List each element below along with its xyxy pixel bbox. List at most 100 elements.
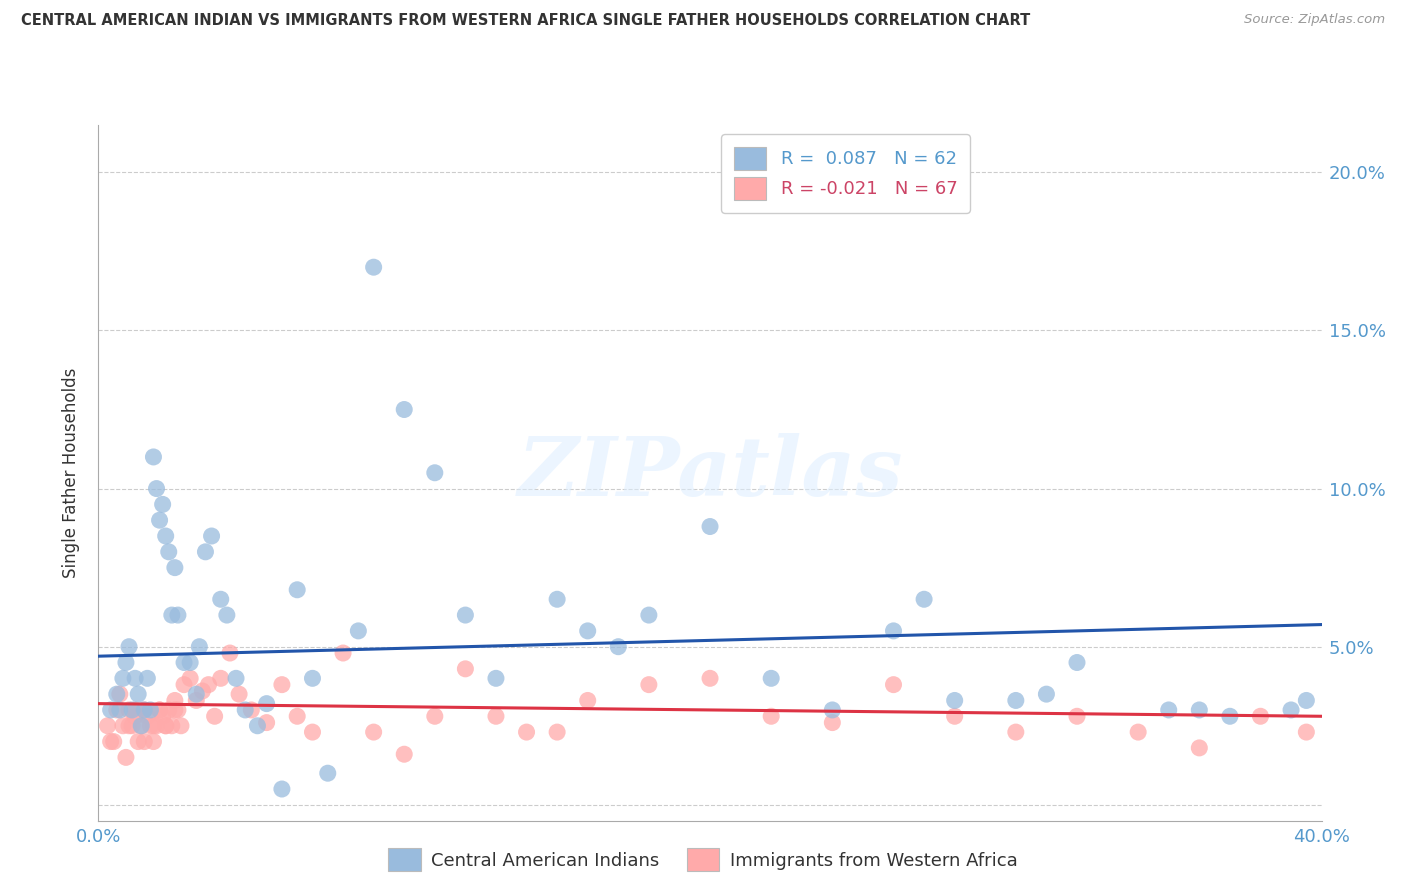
Point bbox=[157, 703, 180, 717]
Point bbox=[1004, 693, 1026, 707]
Point bbox=[1035, 687, 1057, 701]
Point bbox=[100, 734, 122, 748]
Point bbox=[256, 697, 278, 711]
Point bbox=[157, 545, 180, 559]
Point bbox=[228, 687, 250, 701]
Point bbox=[576, 624, 599, 638]
Point bbox=[160, 608, 183, 623]
Point bbox=[301, 671, 323, 685]
Point bbox=[883, 624, 905, 638]
Point bbox=[392, 402, 416, 417]
Point bbox=[179, 671, 201, 685]
Point bbox=[1295, 693, 1317, 707]
Point bbox=[163, 693, 186, 707]
Point bbox=[118, 703, 141, 717]
Legend: R =  0.087   N = 62, R = -0.021   N = 67: R = 0.087 N = 62, R = -0.021 N = 67 bbox=[721, 134, 970, 213]
Text: Source: ZipAtlas.com: Source: ZipAtlas.com bbox=[1244, 13, 1385, 27]
Point bbox=[129, 719, 152, 733]
Point bbox=[160, 719, 183, 733]
Point bbox=[115, 656, 138, 670]
Point bbox=[1066, 656, 1088, 670]
Point bbox=[347, 624, 370, 638]
Point bbox=[136, 709, 159, 723]
Point bbox=[134, 734, 156, 748]
Point bbox=[1157, 703, 1180, 717]
Point bbox=[155, 529, 177, 543]
Point bbox=[118, 719, 141, 733]
Point bbox=[285, 582, 308, 597]
Point bbox=[127, 687, 149, 701]
Point bbox=[194, 545, 217, 559]
Point bbox=[105, 687, 128, 701]
Point bbox=[163, 560, 186, 574]
Point bbox=[1188, 703, 1211, 717]
Point bbox=[142, 734, 165, 748]
Point bbox=[145, 482, 167, 496]
Point bbox=[103, 734, 125, 748]
Point bbox=[100, 703, 122, 717]
Point bbox=[188, 640, 211, 654]
Point bbox=[186, 693, 208, 707]
Point bbox=[97, 719, 120, 733]
Point bbox=[108, 687, 131, 701]
Point bbox=[240, 703, 263, 717]
Point bbox=[233, 703, 256, 717]
Point bbox=[1219, 709, 1241, 723]
Point bbox=[149, 703, 172, 717]
Point bbox=[1128, 725, 1150, 739]
Point bbox=[423, 709, 446, 723]
Point bbox=[637, 678, 661, 692]
Point bbox=[145, 719, 167, 733]
Point bbox=[270, 782, 292, 797]
Point bbox=[124, 709, 146, 723]
Point bbox=[121, 703, 143, 717]
Point bbox=[124, 671, 146, 685]
Point bbox=[121, 719, 143, 733]
Point bbox=[173, 678, 195, 692]
Point bbox=[163, 703, 186, 717]
Point bbox=[883, 678, 905, 692]
Point bbox=[454, 608, 477, 623]
Point bbox=[943, 693, 966, 707]
Point bbox=[363, 260, 385, 275]
Text: CENTRAL AMERICAN INDIAN VS IMMIGRANTS FROM WESTERN AFRICA SINGLE FATHER HOUSEHOL: CENTRAL AMERICAN INDIAN VS IMMIGRANTS FR… bbox=[21, 13, 1031, 29]
Point bbox=[152, 709, 174, 723]
Point bbox=[821, 703, 844, 717]
Point bbox=[197, 678, 219, 692]
Legend: Central American Indians, Immigrants from Western Africa: Central American Indians, Immigrants fro… bbox=[381, 841, 1025, 879]
Point bbox=[219, 646, 242, 660]
Point bbox=[139, 703, 162, 717]
Point bbox=[209, 592, 232, 607]
Point bbox=[149, 703, 172, 717]
Point bbox=[204, 709, 226, 723]
Point bbox=[142, 719, 165, 733]
Point bbox=[485, 671, 508, 685]
Point bbox=[943, 709, 966, 723]
Point bbox=[637, 608, 661, 623]
Point bbox=[246, 719, 269, 733]
Point bbox=[759, 709, 782, 723]
Point bbox=[912, 592, 935, 607]
Point bbox=[173, 656, 195, 670]
Point bbox=[1279, 703, 1302, 717]
Point bbox=[423, 466, 446, 480]
Point bbox=[186, 687, 208, 701]
Point bbox=[256, 715, 278, 730]
Point bbox=[1295, 725, 1317, 739]
Point bbox=[1188, 740, 1211, 755]
Point bbox=[200, 529, 222, 543]
Point bbox=[155, 719, 177, 733]
Point bbox=[1004, 725, 1026, 739]
Point bbox=[127, 734, 149, 748]
Point bbox=[485, 709, 508, 723]
Point bbox=[105, 703, 128, 717]
Point bbox=[215, 608, 238, 623]
Point bbox=[115, 750, 138, 764]
Point bbox=[142, 450, 165, 464]
Point bbox=[607, 640, 630, 654]
Point bbox=[139, 719, 162, 733]
Point bbox=[152, 497, 174, 511]
Point bbox=[576, 693, 599, 707]
Point bbox=[699, 519, 721, 533]
Point bbox=[179, 656, 201, 670]
